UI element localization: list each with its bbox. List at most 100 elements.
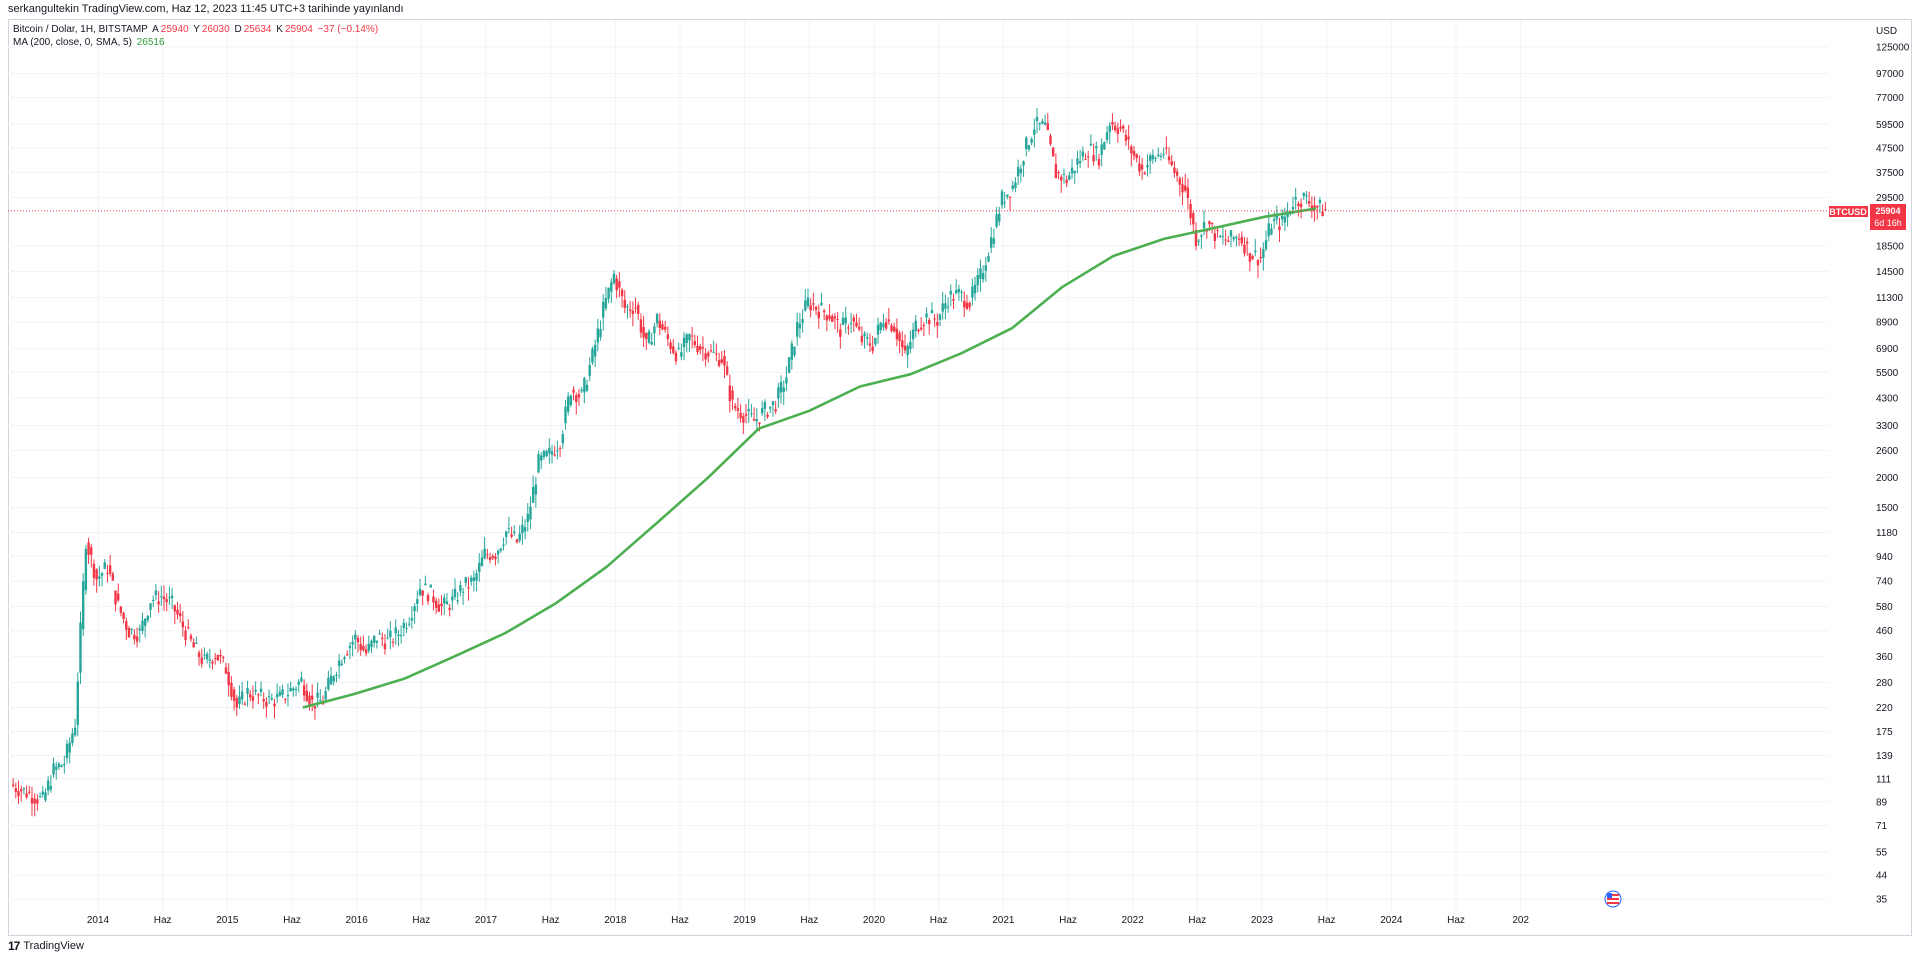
- candle-body: [1165, 147, 1168, 149]
- candle-body: [734, 405, 737, 409]
- candle-body: [707, 352, 710, 357]
- candle-body: [906, 346, 909, 356]
- candle-body: [688, 334, 691, 341]
- candle-body: [1081, 151, 1085, 157]
- chart-legend[interactable]: Bitcoin / Dolar, 1H, BITSTAMP A 25940 Y 26…: [13, 23, 380, 49]
- candle-body: [602, 301, 605, 318]
- x-tick-label: Haz: [1318, 915, 1336, 926]
- candle-body: [480, 557, 484, 566]
- candle-body: [771, 401, 775, 406]
- symbol-price-tag: BTCUSD 25904 6d 16h: [1829, 204, 1906, 230]
- candle-body: [17, 791, 20, 797]
- candle-body: [1262, 249, 1265, 258]
- candle-body: [251, 696, 255, 701]
- candle-body: [1122, 125, 1125, 129]
- candle-body: [731, 390, 734, 400]
- candle-body: [1170, 161, 1173, 166]
- candle-body: [321, 703, 325, 705]
- candle-body: [884, 322, 888, 329]
- candle-body: [456, 600, 459, 602]
- candle-body: [472, 577, 476, 581]
- candle-body: [278, 691, 282, 696]
- candle-body: [1194, 230, 1198, 247]
- candle-body: [631, 310, 635, 314]
- candle-body: [367, 643, 370, 651]
- candle-body: [60, 765, 63, 767]
- candle-body: [1057, 172, 1060, 174]
- candle-body: [1154, 157, 1157, 159]
- candle-body: [909, 341, 912, 350]
- candle-body: [445, 601, 449, 605]
- candle-body: [976, 274, 979, 286]
- candle-body: [219, 654, 222, 657]
- candle-body: [1162, 154, 1165, 156]
- candle-body: [798, 323, 802, 329]
- candle-body: [1294, 197, 1297, 200]
- candle-body: [1275, 215, 1279, 220]
- price-axis[interactable]: USD 125000 97000 77000 59500 47500 37500 29500 1…: [1876, 26, 1910, 906]
- candle-body: [787, 357, 791, 373]
- candle-body: [464, 577, 467, 583]
- candle-body: [817, 311, 820, 319]
- candle-body: [658, 320, 661, 328]
- flag-icon[interactable]: [1604, 890, 1622, 908]
- candle-body: [690, 335, 694, 337]
- candle-body: [1003, 202, 1006, 204]
- candle-body: [812, 303, 815, 305]
- y-tick-label: 77000: [1876, 93, 1904, 104]
- candle-body: [1278, 226, 1281, 230]
- candle-body: [860, 335, 864, 343]
- candle-body: [777, 387, 780, 399]
- candle-body: [933, 318, 936, 320]
- candle-body: [901, 340, 904, 348]
- candle-body: [558, 448, 562, 450]
- candle-body: [443, 597, 446, 604]
- candle-body: [494, 556, 497, 560]
- candle-body: [451, 596, 454, 601]
- ma-indicator-label[interactable]: MA (200, close, 0, SMA, 5): [13, 37, 132, 48]
- close-value: 25904: [284, 24, 313, 35]
- candle-body: [715, 353, 718, 355]
- x-tick-label: Haz: [671, 915, 689, 926]
- candle-body: [882, 323, 885, 328]
- y-tick-label: 4300: [1876, 393, 1899, 404]
- candle-body: [133, 634, 136, 640]
- candle-body: [73, 727, 77, 736]
- x-tick-label: 2022: [1122, 915, 1145, 926]
- candle-body: [49, 786, 53, 790]
- candle-body: [682, 337, 686, 348]
- candle-body: [1254, 250, 1257, 253]
- candle-body: [437, 604, 441, 612]
- candle-body: [809, 305, 812, 311]
- candle-body: [930, 310, 934, 314]
- candle-body: [847, 327, 850, 329]
- candle-body: [564, 406, 567, 424]
- symbol-tag-text: BTCUSD: [1829, 207, 1867, 217]
- candle-body: [1197, 240, 1200, 242]
- candle-body: [1051, 147, 1055, 157]
- candle-body: [526, 513, 529, 523]
- candle-body: [556, 450, 559, 452]
- candle-body: [604, 297, 608, 309]
- x-tick-label: 2017: [475, 915, 498, 926]
- candle-body: [785, 377, 788, 384]
- candle-body: [1256, 259, 1260, 266]
- candle-body: [553, 454, 556, 456]
- candle-body: [235, 697, 238, 708]
- candle-body: [117, 593, 120, 601]
- candle-body: [655, 313, 659, 324]
- candle-body: [736, 408, 740, 411]
- candle-body: [796, 321, 799, 337]
- candle-body: [1297, 203, 1300, 207]
- candle-body: [214, 657, 217, 659]
- candle-body: [844, 317, 847, 324]
- candle-body: [523, 527, 527, 532]
- candle-body: [1065, 179, 1068, 184]
- tradingview-footer[interactable]: 17 TradingView: [8, 939, 84, 953]
- time-axis[interactable]: 2014 Haz 2015 Haz 2016 Haz 2017 Haz 2018 Haz 2019 H…: [87, 915, 1530, 926]
- candle-body: [1178, 178, 1182, 185]
- symbol-tag-bg: [1829, 206, 1868, 217]
- y-tick-label: 280: [1876, 678, 1893, 689]
- symbol-description[interactable]: Bitcoin / Dolar, 1H, BITSTAMP: [13, 24, 148, 35]
